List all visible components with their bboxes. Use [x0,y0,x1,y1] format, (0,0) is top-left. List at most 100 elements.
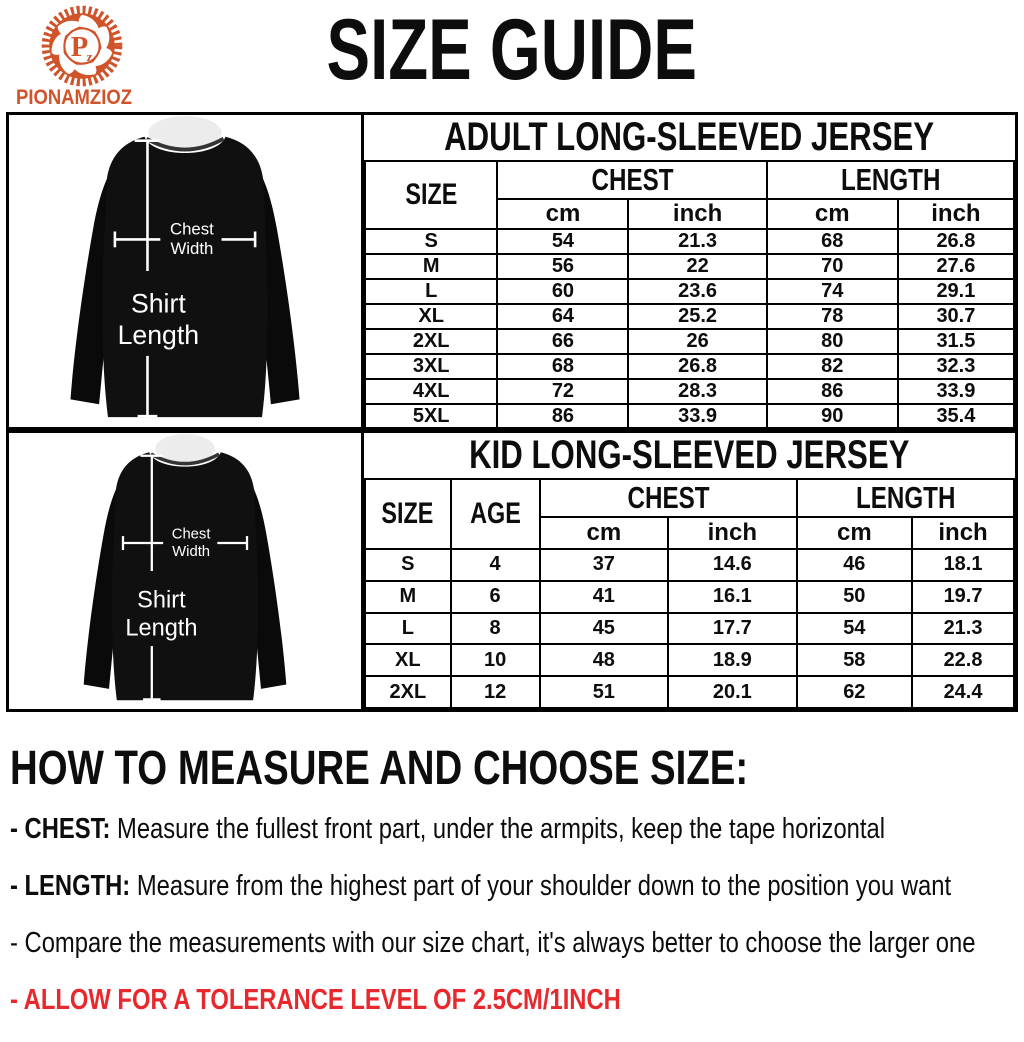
size-row: M 6 41 16.1 50 19.7 [364,579,1015,614]
tolerance-warning: - ALLOW FOR A TOLERANCE LEVEL OF 2.5CM/1… [10,984,621,1016]
how-to-chest-tip: - CHEST: Measure the fullest front part,… [10,813,886,845]
unit-header-cm: cm [765,198,899,230]
size-cell: 18.1 [911,548,1015,582]
size-cell: 3XL [363,353,499,380]
size-cell: 12 [449,675,541,709]
size-cell: 10 [449,643,541,678]
size-cell: 22.8 [911,643,1015,678]
adult-table-title: ADULT LONG-SLEEVED JERSEY [444,115,935,159]
chest-width-label-line2: Width [172,544,210,560]
size-cell: 66 [496,328,630,355]
kid-jersey-image: Chest Width Shirt Length [9,433,364,709]
size-cell: 19.7 [911,579,1015,614]
measurement-lines [121,454,249,701]
size-cell: 33.9 [627,403,768,430]
size-cell: 48 [538,643,670,678]
how-to-heading: HOW TO MEASURE AND CHOOSE SIZE: [10,742,749,795]
shirt-length-label-line2: Length [125,615,197,641]
collar-seam [150,452,220,466]
size-cell: 31.5 [896,328,1016,355]
adult-jersey-illustration: Chest Width Shirt Length [70,115,300,418]
age-header: AGE [469,497,521,530]
size-cell: 45 [538,611,670,646]
size-row: S 4 37 14.6 46 18.1 [364,548,1015,582]
size-cell: 68 [765,228,899,255]
brand-logo: P z PIONAMZIOZ [16,4,166,108]
size-cell: 32.3 [896,353,1016,380]
size-cell: 51 [538,675,670,709]
mannequin-neck [148,115,222,150]
chest-width-label-line1: Chest [172,527,212,543]
size-header: SIZE [381,497,434,530]
size-cell: 64 [496,303,630,330]
size-cell: 27.6 [896,253,1016,280]
size-cell: 23.6 [627,278,768,305]
size-cell: 90 [765,403,899,430]
size-cell: 28.3 [627,378,768,405]
size-row: 2XL 12 51 20.1 62 24.4 [364,675,1015,709]
size-cell: 78 [765,303,899,330]
kid-size-table: KID LONG-SLEEVED JERSEY SIZE AGE CHEST L… [364,433,1016,709]
size-cell: 68 [496,353,630,380]
size-cell: 26.8 [896,228,1016,255]
size-cell: 14.6 [667,548,798,582]
chest-header: CHEST [627,480,710,515]
chest-width-label-line1: Chest [170,219,214,238]
size-cell: 54 [795,611,914,646]
size-cell: 26.8 [627,353,768,380]
how-to-section: HOW TO MEASURE AND CHOOSE SIZE: - CHEST:… [10,744,1018,1042]
chest-header: CHEST [591,162,674,197]
size-cell: 2XL [364,675,452,709]
adult-size-table: ADULT LONG-SLEEVED JERSEY SIZE CHEST LEN… [363,115,1016,430]
unit-header-inch: inch [896,198,1016,230]
size-cell: 26 [627,328,768,355]
unit-header-cm: cm [496,198,630,230]
size-cell: 82 [765,353,899,380]
length-header: LENGTH [840,162,941,197]
how-to-compare-tip: - Compare the measurements with our size… [10,927,976,959]
shirt-length-label-line2: Length [118,320,199,350]
size-cell: 86 [765,378,899,405]
kid-table-panel: KID LONG-SLEEVED JERSEY SIZE AGE CHEST L… [364,433,1016,709]
size-cell: L [363,278,499,305]
size-cell: M [364,579,452,614]
size-cell: 50 [795,579,914,614]
size-row: 2XL 66 26 80 31.5 [363,328,1016,355]
size-cell: 72 [496,378,630,405]
size-row: 4XL 72 28.3 86 33.9 [363,378,1016,405]
mannequin-neck [155,433,215,464]
monogram-letter: P [71,32,88,63]
size-cell: 46 [795,548,914,582]
shirt-length-label-line1: Shirt [131,288,186,318]
size-cell: 21.3 [627,228,768,255]
size-cell: 18.9 [667,643,798,678]
size-cell: 62 [795,675,914,709]
size-cell: 41 [538,579,670,614]
adult-jersey-image: Chest Width Shirt Length [9,115,364,427]
size-cell: 5XL [363,403,499,430]
size-row: M 56 22 70 27.6 [363,253,1016,280]
size-cell: 70 [765,253,899,280]
size-cell: 80 [765,328,899,355]
size-cell: 4 [449,548,541,582]
length-header: LENGTH [855,480,955,515]
size-cell: 20.1 [667,675,798,709]
shirt-length-label-line1: Shirt [137,587,186,613]
size-cell: 60 [496,278,630,305]
size-cell: 24.4 [911,675,1015,709]
size-cell: 21.3 [911,611,1015,646]
size-cell: 56 [496,253,630,280]
size-cell: 86 [496,403,630,430]
size-cell: 29.1 [896,278,1016,305]
size-cell: 22 [627,253,768,280]
size-cell: 33.9 [896,378,1016,405]
size-cell: 8 [449,611,541,646]
size-cell: 35.4 [896,403,1016,430]
unit-header-cm: cm [795,516,914,550]
size-cell: 25.2 [627,303,768,330]
size-cell: 4XL [363,378,499,405]
size-cell: 74 [765,278,899,305]
kid-table-title: KID LONG-SLEEVED JERSEY [469,433,910,477]
size-row: 5XL 86 33.9 90 35.4 [363,403,1016,430]
gear-monogram-icon: P z [41,5,123,87]
